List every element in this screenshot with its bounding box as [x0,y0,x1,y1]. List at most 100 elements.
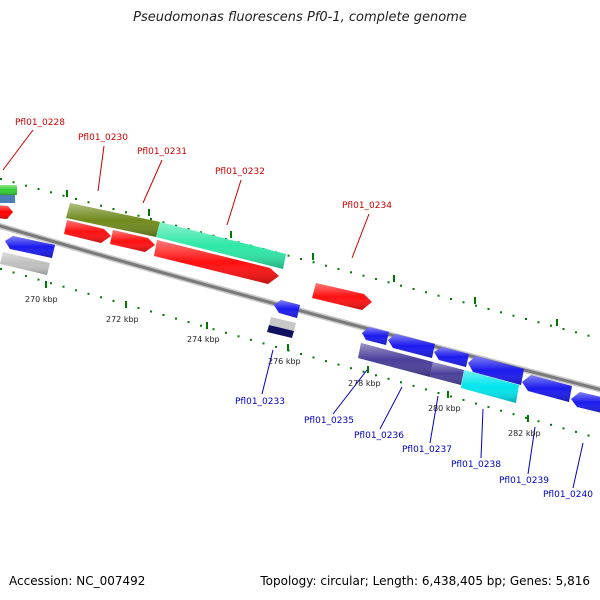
scale-label-280: 280 kbp [428,404,461,413]
gene-label-0240[interactable]: Pfl01_0240 [543,490,593,500]
major-tick [287,344,289,351]
tick-dot [550,423,552,426]
tick-dot [225,331,227,334]
gene-label-0237[interactable]: Pfl01_0237 [402,445,452,455]
tick-dot [212,328,215,331]
tick-dot [400,381,402,384]
tick-dot [362,370,365,373]
gene-label-0234[interactable]: Pfl01_0234 [342,201,392,211]
gene-arrow-blue-row[interactable] [362,327,600,413]
tick-dot [450,395,452,398]
tick-dot [300,353,302,355]
gene-label-0231[interactable]: Pfl01_0231 [137,147,187,157]
gene-arrow-0230-olive[interactable] [66,203,160,237]
tick-dot [512,314,515,317]
tick-dot [525,318,527,320]
scale-label-276: 276 kbp [268,357,301,366]
scale-label-272: 272 kbp [106,315,139,324]
tick-dot [450,298,452,300]
scale-label-270: 270 kbp [25,295,58,304]
tick-dot [562,328,565,330]
major-tick [148,209,150,216]
tick-dot [37,278,40,281]
tick-dot [512,413,515,416]
gene-arrow-red-2[interactable] [110,230,155,252]
scale-label-274: 274 kbp [187,335,220,344]
tick-dot [312,356,315,359]
tick-dot [112,299,115,302]
tick-dot [387,281,390,284]
gene-arrow-0235-slate[interactable] [358,343,433,377]
tick-dot [87,292,90,295]
major-tick [125,301,127,308]
gene-arrow-0234-red[interactable] [312,283,372,310]
tick-dot [162,314,165,316]
tick-dot [425,388,427,391]
tick-dot [25,184,27,187]
tick-dot [300,258,302,260]
gene-arrow-0233-navy[interactable] [267,325,294,338]
tick-dot [100,204,102,207]
tick-dot [325,360,327,363]
tick-dot [87,201,90,204]
gene-label-0228[interactable]: Pfl01_0228 [15,118,65,128]
tick-dot [537,420,540,423]
gene-label-0236[interactable]: Pfl01_0236 [354,431,404,441]
tick-dot [487,308,490,310]
tick-dot [187,321,190,324]
gene-label-0230[interactable]: Pfl01_0230 [78,133,128,143]
tick-dot [437,392,440,394]
tick-dot [112,208,115,210]
tick-dot [150,310,152,313]
gene-arrow-0238-cyan[interactable] [461,370,519,403]
tick-dot [75,289,77,292]
tick-dot [475,304,477,307]
gene-arrow-red-1[interactable] [64,220,111,243]
gene-arrow-0228-green[interactable] [0,185,17,195]
tick-dot [237,335,240,338]
tick-dot [525,416,527,419]
gene-arrow-0231-teal[interactable] [156,222,286,269]
gene-arrow-0228-steelblue[interactable] [0,195,15,203]
tick-dot [0,268,2,270]
gene-arrow-0233-blue[interactable] [274,300,300,318]
gene-label-0239[interactable]: Pfl01_0239 [499,476,549,486]
scale-labels: 270 kbp 272 kbp 274 kbp 276 kbp 278 kbp … [25,295,541,438]
tick-dot [62,285,65,288]
tick-dot [175,224,177,227]
scale-label-282: 282 kbp [508,429,541,438]
label-leader-lines [2,129,584,489]
gene-arrow-0237-slate[interactable] [430,362,464,385]
tick-dot [62,194,65,197]
gene-label-0238[interactable]: Pfl01_0238 [451,460,501,470]
gene-arrow-0232-red[interactable] [154,240,279,284]
major-tick [527,415,529,422]
gene-labels-top: Pfl01_0228 Pfl01_0230 Pfl01_0231 Pfl01_0… [15,118,392,211]
top-strand-genes[interactable] [0,185,372,310]
gene-arrow-blue-left[interactable] [5,236,55,258]
tick-dot [375,278,377,280]
tick-dot [562,427,565,430]
tick-dot [200,231,202,234]
gene-arrow-0229-red[interactable] [0,205,13,219]
bottom-strand-genes[interactable] [0,236,600,413]
tick-dot [437,294,440,297]
gene-label-0235[interactable]: Pfl01_0235 [304,416,354,426]
gene-arrow-grey-left[interactable] [0,252,50,275]
major-tick [230,231,232,238]
tick-dot [37,188,40,190]
gene-arrow-0233-grey[interactable] [269,317,296,331]
tick-dot [500,311,502,314]
tick-dot [400,284,402,287]
tick-dot [200,324,202,327]
tick-dot [275,345,277,348]
tick-dot [137,214,140,217]
major-tick [474,297,476,304]
tick-dot [287,254,290,257]
tick-dot [362,274,365,277]
gene-label-0233[interactable]: Pfl01_0233 [235,397,285,407]
tick-dot [350,271,352,274]
gene-label-0232[interactable]: Pfl01_0232 [215,167,265,177]
tick-dot [50,191,52,194]
